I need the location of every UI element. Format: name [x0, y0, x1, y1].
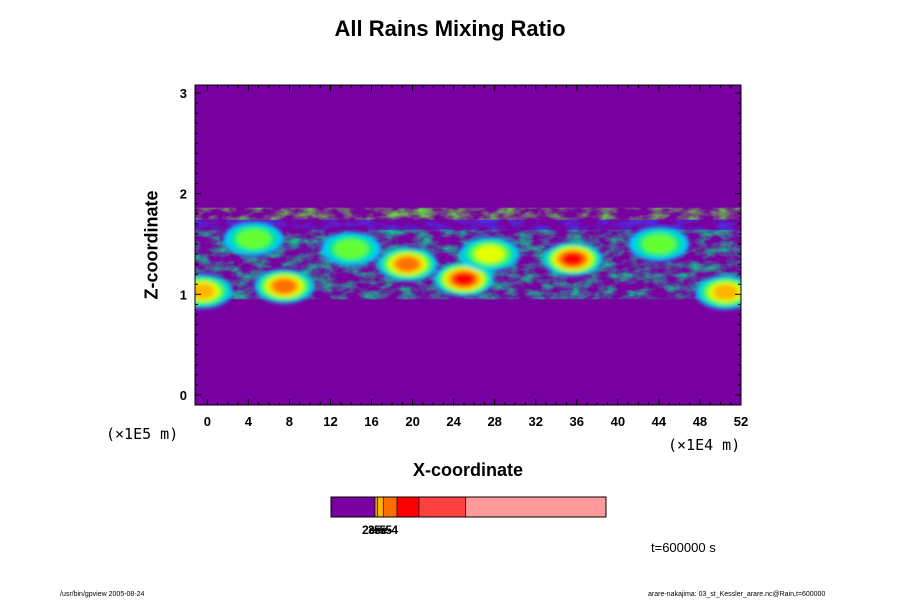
hotspot-contour [475, 245, 504, 263]
x-tick-label: 20 [405, 414, 419, 429]
colorbar [330, 496, 607, 518]
rain-band-top-edge [195, 207, 741, 220]
y-tick-label: 2 [180, 187, 187, 202]
hotspot-contour [712, 284, 739, 300]
colorbar-label: 2e-5 [362, 523, 387, 537]
x-tick-label: 8 [286, 414, 293, 429]
footer-right-text: arare-nakajima: 03_st_Kessler_arare.nc@R… [648, 591, 826, 598]
colorbar-segment [330, 496, 376, 518]
hotspot-contour [396, 257, 419, 272]
x-axis-label: X-coordinate [412, 460, 523, 480]
y-tick-label: 3 [180, 86, 187, 101]
x-tick-label: 28 [487, 414, 501, 429]
colorbar-segment [374, 496, 379, 518]
colorbar-segment [465, 496, 607, 518]
hotspot-contour [562, 252, 584, 266]
field-layer [195, 207, 741, 310]
colorbar-label: 3e-5 [368, 523, 393, 537]
x-tick-label: 0 [204, 414, 211, 429]
x-tick-label: 40 [611, 414, 625, 429]
x-tick-label: 4 [245, 414, 253, 429]
y-axis-unit: (×1E5 m) [106, 425, 179, 443]
y-axis: 0 1 2 3 [180, 86, 741, 403]
plot-frame [194, 84, 742, 406]
x-tick-label: 48 [693, 414, 707, 429]
hotspot-contour [453, 272, 475, 286]
footer-left-text: /usr/bin/gpview 2005-08-24 [60, 591, 145, 598]
y-axis-label: Z-coordinate [141, 190, 162, 300]
x-axis-unit: (×1E4 m) [668, 436, 741, 454]
colorbar-segment [418, 496, 467, 518]
x-tick-label: 32 [529, 414, 543, 429]
x-tick-label: 12 [323, 414, 337, 429]
chart-title: All Rains Mixing Ratio [334, 16, 566, 41]
y-tick-label: 1 [180, 287, 187, 302]
hotspot-contour [195, 283, 215, 299]
colorbar-segment [382, 496, 398, 518]
hotspot-group [195, 221, 741, 310]
time-label: t=600000 s [651, 540, 716, 555]
hotspot-contour [334, 239, 368, 260]
colorbar-frame [330, 496, 607, 518]
x-tick-label: 52 [734, 414, 748, 429]
hotspot-contour [236, 228, 271, 249]
x-axis: 0 4 8 12 16 20 24 28 32 36 40 44 48 52 [204, 85, 748, 429]
colorbar-label: 5e-4 [374, 523, 399, 537]
rain-band-gap [195, 219, 741, 230]
colorbar-segment [396, 496, 420, 518]
x-tick-label: 16 [364, 414, 378, 429]
y-tick-label: 0 [180, 388, 187, 403]
hotspot-contour [272, 279, 296, 294]
colorbar-segment [377, 496, 384, 518]
hotspot-contour [641, 233, 676, 254]
x-tick-label: 44 [652, 414, 667, 429]
x-tick-label: 24 [446, 414, 461, 429]
x-tick-label: 36 [570, 414, 584, 429]
